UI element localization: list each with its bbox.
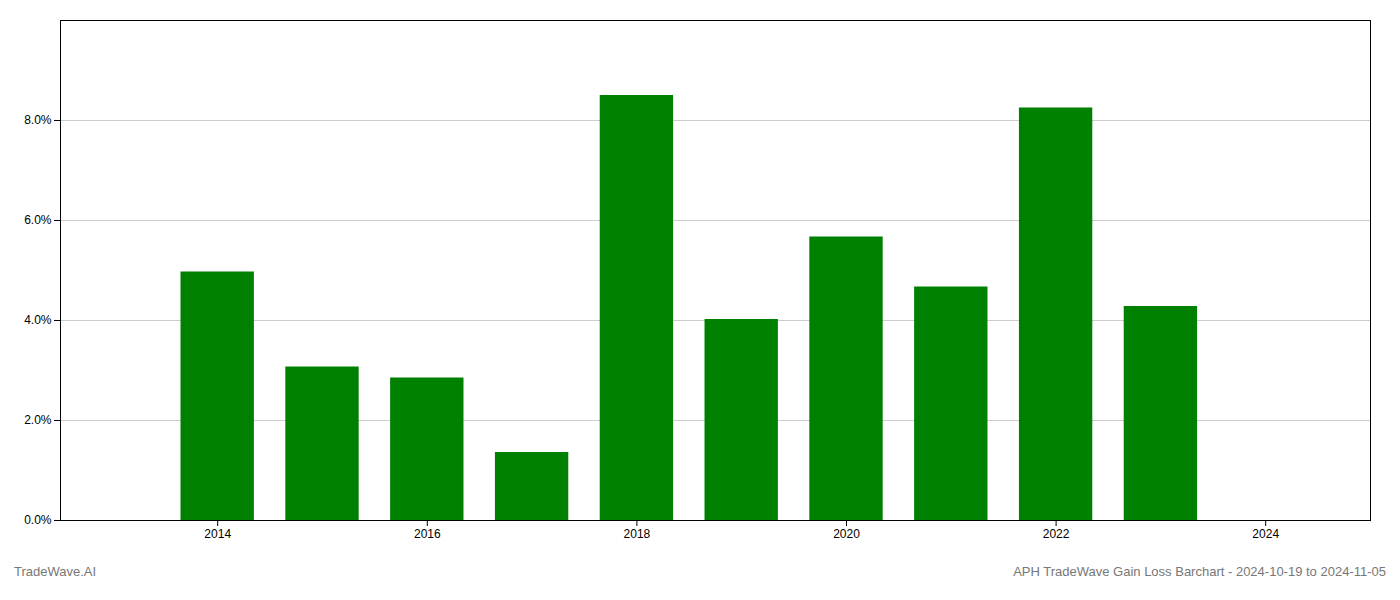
svg-text:2016: 2016	[414, 527, 441, 541]
svg-text:2014: 2014	[204, 527, 231, 541]
html-text:APH TradeWave Gain Loss Barcha: APH TradeWave Gain Loss Barchart - 2024-…	[1013, 564, 1386, 579]
svg-text:2020: 2020	[833, 527, 860, 541]
svg-text:0.0%: 0.0%	[24, 513, 52, 527]
svg-text:8.0%: 8.0%	[24, 113, 52, 127]
svg-text:2022: 2022	[1043, 527, 1070, 541]
svg-text:6.0%: 6.0%	[24, 213, 52, 227]
svg-text:2018: 2018	[624, 527, 651, 541]
svg-text:2024: 2024	[1252, 527, 1279, 541]
svg-text:4.0%: 4.0%	[24, 313, 52, 327]
svg-text:2.0%: 2.0%	[24, 413, 52, 427]
html-text:TradeWave.AI: TradeWave.AI	[14, 564, 97, 579]
